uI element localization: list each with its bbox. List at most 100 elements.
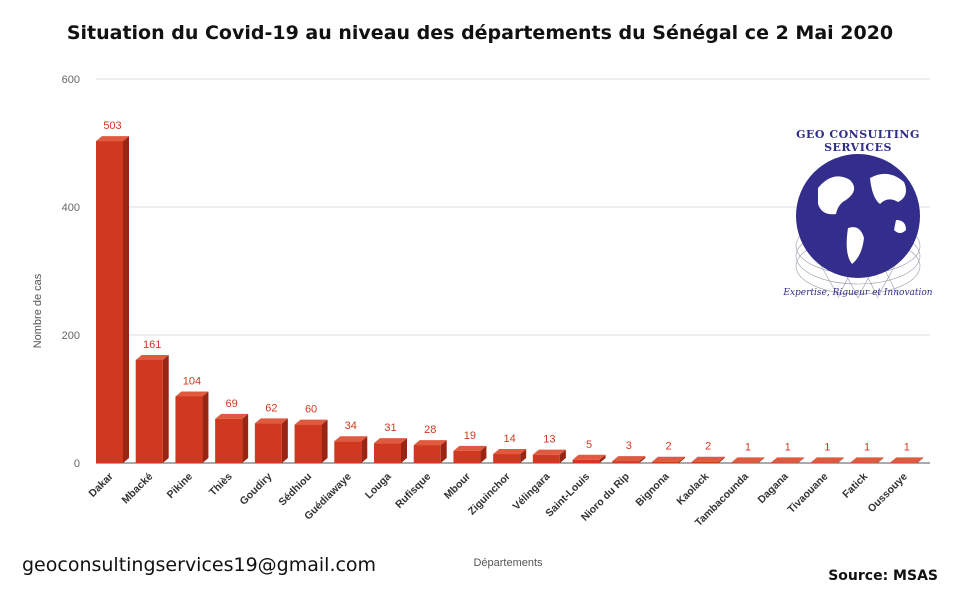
bar — [175, 391, 209, 463]
bar-side — [639, 456, 646, 463]
bar-front — [453, 450, 481, 463]
x-tick-label: Kaolack — [674, 471, 711, 508]
bar — [215, 413, 249, 463]
bar-side — [321, 419, 328, 463]
y-tick-label: 400 — [62, 202, 80, 214]
bar — [771, 457, 805, 463]
bar-front — [96, 141, 123, 463]
bar-side — [242, 413, 249, 463]
source-note: Source: MSAS — [828, 568, 938, 584]
bar-front — [890, 462, 918, 463]
bar-side — [758, 457, 765, 463]
bar-top — [771, 457, 805, 463]
bar-front — [175, 396, 203, 463]
data-label: 60 — [305, 404, 317, 416]
bar-front — [810, 462, 838, 463]
bar — [572, 454, 606, 463]
bar-side — [599, 454, 606, 463]
bar-top — [691, 456, 725, 462]
bar-side — [798, 457, 805, 463]
bar — [374, 438, 407, 463]
bar-side — [559, 449, 566, 463]
x-tick-label: Goudiry — [238, 471, 275, 508]
bar-front — [294, 424, 322, 463]
bar-top — [572, 454, 606, 460]
bar — [691, 456, 725, 463]
bar-side — [202, 391, 209, 463]
bar — [254, 418, 288, 463]
bar-top — [413, 440, 447, 446]
y-axis-ticks: 0 200 400 600 — [62, 74, 80, 470]
bar — [731, 457, 765, 463]
bar — [96, 136, 129, 463]
logo-tagline: Expertise, Rigueur et Innovation — [783, 288, 933, 298]
x-tick-label: Bignona — [633, 471, 671, 509]
x-axis-ticks: Dakar Mbacké Pikine Thiès Goudiry SédhiouGuéd… — [86, 471, 910, 529]
bar-top — [890, 457, 924, 463]
data-label: 13 — [543, 434, 555, 446]
x-tick-label: Mbour — [442, 471, 473, 502]
y-tick-label: 200 — [62, 330, 80, 342]
bar — [294, 419, 328, 463]
data-label: 2 — [705, 441, 711, 453]
bar-side — [837, 457, 844, 463]
data-label: 1 — [824, 441, 830, 453]
company-logo: GEO CONSULTING SERVICES Expertise, Rigue… — [778, 128, 938, 328]
data-label: 28 — [424, 424, 436, 436]
bar-top — [294, 419, 328, 425]
data-label: 62 — [265, 402, 277, 414]
bar-side — [281, 418, 288, 463]
bar-top — [334, 436, 368, 442]
bar-side — [917, 457, 924, 463]
bar-front — [652, 461, 679, 463]
bar-side — [401, 438, 407, 463]
y-tick-label: 600 — [62, 74, 80, 86]
data-label: 19 — [464, 430, 476, 442]
bar-side — [718, 456, 725, 463]
bar-top — [135, 354, 169, 360]
bar-front — [691, 461, 719, 463]
x-tick-label: Mbacké — [120, 471, 156, 507]
bar-top — [453, 445, 487, 451]
data-label: 14 — [504, 433, 516, 445]
bar — [890, 457, 924, 463]
bar — [413, 440, 447, 463]
data-label: 31 — [384, 422, 396, 434]
bar — [135, 354, 169, 463]
bar-top — [374, 438, 407, 444]
chart-title: Situation du Covid-19 au niveau des dépa… — [66, 22, 894, 44]
bar-top — [652, 456, 685, 462]
bar — [850, 457, 884, 463]
x-tick-label: Tivaouane — [785, 471, 830, 516]
data-label: 34 — [345, 420, 357, 432]
data-label: 104 — [183, 375, 201, 387]
bar-top — [254, 418, 288, 424]
data-label: 2 — [665, 441, 671, 453]
data-label: 1 — [745, 441, 751, 453]
bars — [96, 136, 924, 463]
x-tick-label: Louga — [363, 471, 394, 502]
bar-side — [679, 456, 685, 463]
data-label: 1 — [904, 441, 910, 453]
bar — [612, 456, 646, 463]
y-tick-label: 0 — [74, 458, 80, 470]
bar-top — [612, 456, 646, 462]
bar-side — [877, 457, 884, 463]
bar-front — [254, 423, 282, 463]
bar-side — [480, 445, 487, 463]
data-label: 69 — [226, 398, 238, 410]
bar-top — [850, 457, 884, 463]
bar-top — [215, 413, 249, 419]
data-label: 503 — [103, 120, 121, 132]
x-tick-label: Dakar — [86, 471, 115, 500]
bar-side — [440, 440, 447, 463]
x-tick-label: Fatick — [840, 471, 870, 501]
bar-front — [771, 462, 799, 463]
data-label: 1 — [785, 441, 791, 453]
bar-top — [731, 457, 765, 463]
bar-top — [532, 449, 566, 455]
x-tick-label: Pikine — [165, 471, 195, 501]
bar-top — [810, 457, 844, 463]
bar — [532, 449, 566, 463]
